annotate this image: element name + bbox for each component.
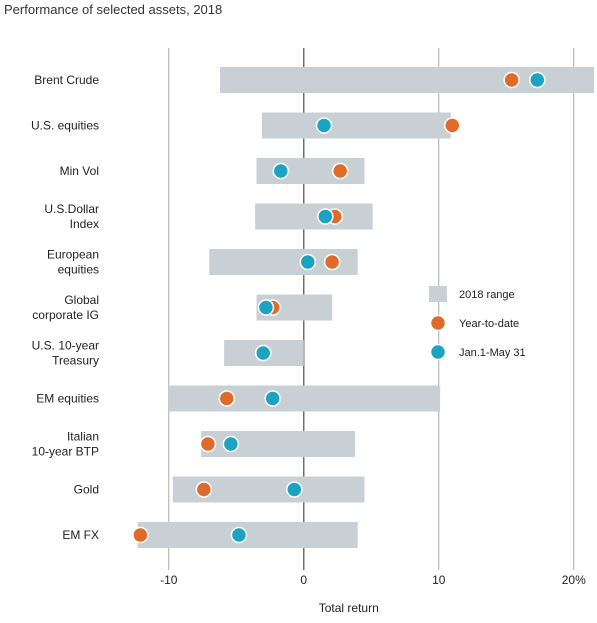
x-tick-label-2: 10 xyxy=(432,573,446,587)
chart-title: Performance of selected assets, 2018 xyxy=(4,2,223,17)
category-label-line: Min Vol xyxy=(60,164,99,178)
dot-janmay-0 xyxy=(529,71,546,89)
category-label-line: Brent Crude xyxy=(34,73,99,87)
dot-ytd-0 xyxy=(503,71,520,89)
category-label-line: Gold xyxy=(74,483,99,497)
category-label-line: Italian xyxy=(67,430,99,444)
category-label-line: Treasury xyxy=(52,354,99,368)
range-bar-7 xyxy=(168,385,441,412)
range-bar-1 xyxy=(261,112,451,139)
dot-janmay-4 xyxy=(299,253,317,271)
category-label-2: Min Vol xyxy=(60,164,99,178)
dot-ytd-8 xyxy=(199,435,217,453)
dots xyxy=(132,71,546,544)
x-axis-title: Total return xyxy=(319,601,379,615)
dot-janmay-6 xyxy=(255,344,272,362)
category-label-line: EM equities xyxy=(36,392,99,406)
x-tick-label-3: 20% xyxy=(562,573,586,587)
dot-janmay-7 xyxy=(264,390,281,407)
dot-ytd-1 xyxy=(444,117,461,134)
category-label-4: European equities xyxy=(47,248,99,277)
dot-ytd-4 xyxy=(323,253,341,271)
category-label-line: corporate IG xyxy=(32,308,99,322)
legend-label-2: Jan.1-May 31 xyxy=(459,347,526,359)
dot-janmay-3 xyxy=(317,208,334,225)
dot-ytd-9 xyxy=(195,481,213,498)
category-label-line: U.S. 10-year xyxy=(32,339,99,353)
legend-swatch-range xyxy=(429,286,447,302)
legend-swatch-1 xyxy=(429,314,447,332)
category-label-5: Global corporate IG xyxy=(32,293,99,322)
category-label-6: U.S. 10-year Treasury xyxy=(32,339,99,368)
category-label-line: U.S. equities xyxy=(31,119,99,133)
category-labels: Brent Crude U.S. equities Min Vol U.S.Dolla… xyxy=(31,73,99,542)
dot-ytd-10 xyxy=(132,526,149,544)
range-bar-3 xyxy=(255,203,373,230)
dot-janmay-10 xyxy=(230,526,248,544)
category-label-9: Gold xyxy=(74,483,99,497)
dot-janmay-5 xyxy=(257,299,275,316)
category-label-line: Global xyxy=(64,293,99,307)
x-tick-label-1: 0 xyxy=(300,573,307,587)
legend-swatch-2 xyxy=(429,343,447,361)
category-label-8: Italian 10-year BTP xyxy=(32,430,99,459)
category-label-line: equities xyxy=(58,263,99,277)
category-label-3: U.S.Dollar Index xyxy=(44,202,99,231)
range-bars xyxy=(137,67,595,548)
category-label-7: EM equities xyxy=(36,392,99,406)
legend-label-0: 2018 range xyxy=(459,289,515,301)
category-label-1: U.S. equities xyxy=(31,119,99,133)
x-tick-label-0: -10 xyxy=(160,573,178,587)
category-label-0: Brent Crude xyxy=(34,73,99,87)
dot-ytd-7 xyxy=(218,390,236,407)
dot-ytd-2 xyxy=(331,162,349,180)
dot-janmay-1 xyxy=(315,117,333,134)
legend: 2018 range Year-to-date Jan.1-May 31 xyxy=(429,286,526,361)
category-label-line: EM FX xyxy=(62,528,99,542)
x-tick-labels: -10 0 10 20% xyxy=(160,573,586,587)
dot-janmay-8 xyxy=(222,435,240,453)
dot-janmay-2 xyxy=(272,162,290,180)
category-label-line: Index xyxy=(70,217,99,231)
range-bar-10 xyxy=(137,522,358,548)
category-label-10: EM FX xyxy=(62,528,99,542)
category-label-line: U.S.Dollar xyxy=(44,202,99,216)
category-label-line: European xyxy=(47,248,99,262)
dot-janmay-9 xyxy=(286,481,303,498)
legend-label-1: Year-to-date xyxy=(459,318,519,330)
category-label-line: 10-year BTP xyxy=(32,445,99,459)
